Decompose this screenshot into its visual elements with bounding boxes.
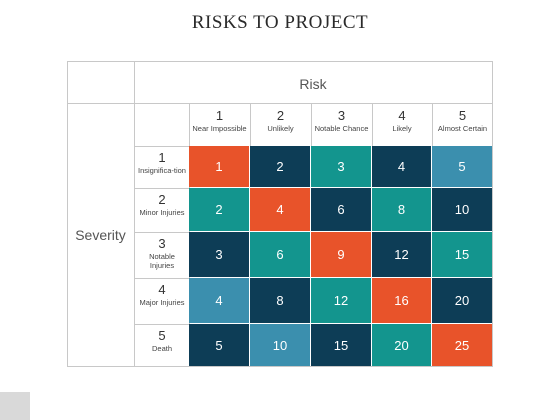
risk-level-number: 2 <box>276 108 285 123</box>
risk-level-number: 3 <box>337 108 346 123</box>
severity-level-text: Insignifica-tion <box>138 166 186 175</box>
severity-level-number: 4 <box>158 282 166 297</box>
risk-cell: 10 <box>432 188 492 231</box>
grid-line <box>372 103 373 147</box>
grid-line <box>492 61 493 367</box>
risk-level-text: Almost Certain <box>437 124 488 133</box>
severity-level-text: Notable Injuries <box>149 252 175 270</box>
severity-level-header: 5 Death <box>136 328 188 354</box>
risk-cell: 15 <box>432 232 492 277</box>
risk-level-text: Notable Chance <box>314 124 369 133</box>
risk-level-number: 1 <box>215 108 224 123</box>
grid-line <box>67 103 493 104</box>
grid-line <box>134 232 190 233</box>
grid-line <box>134 324 190 325</box>
slide-corner-tab <box>0 392 30 420</box>
risk-level-header: 5 Almost Certain <box>434 108 491 134</box>
page-title: RISKS TO PROJECT <box>191 12 369 33</box>
risk-cell: 8 <box>250 278 310 323</box>
risk-cell: 8 <box>372 188 431 231</box>
risk-cell: 20 <box>432 278 492 323</box>
risk-cell: 15 <box>311 324 371 366</box>
grid-line <box>134 188 190 189</box>
grid-line <box>67 61 68 367</box>
risk-cell: 9 <box>311 232 371 277</box>
severity-level-number: 2 <box>158 192 166 207</box>
severity-level-number: 1 <box>158 150 166 165</box>
risk-cell: 10 <box>250 324 310 366</box>
risk-cell: 5 <box>189 324 249 366</box>
grid-line <box>67 61 493 62</box>
risk-cell: 4 <box>189 278 249 323</box>
risk-cell: 4 <box>372 146 431 187</box>
severity-level-text: Death <box>151 344 172 353</box>
risk-level-number: 4 <box>398 108 406 123</box>
risk-cell: 3 <box>189 232 249 277</box>
risk-level-text: Unlikely <box>267 124 294 133</box>
severity-level-number: 5 <box>158 328 166 343</box>
grid-line <box>250 103 251 147</box>
risk-axis-label: Risk <box>299 76 327 92</box>
risk-level-header: 1 Near Impossible <box>191 108 248 134</box>
risk-cell: 2 <box>250 146 310 187</box>
grid-line <box>134 146 190 147</box>
risk-cell: 12 <box>311 278 371 323</box>
grid-line <box>311 103 312 147</box>
risk-cell: 25 <box>432 324 492 366</box>
risk-level-text: Near Impossible <box>192 124 247 133</box>
risk-cell: 20 <box>372 324 431 366</box>
risk-cell: 6 <box>311 188 371 231</box>
grid-line <box>134 61 135 367</box>
severity-level-text: Minor Injuries <box>139 208 185 217</box>
risk-cell: 2 <box>189 188 249 231</box>
severity-axis-label: Severity <box>75 227 126 243</box>
risk-level-text: Likely <box>392 124 412 133</box>
risk-cell: 12 <box>372 232 431 277</box>
risk-cell: 16 <box>372 278 431 323</box>
risk-level-header: 3 Notable Chance <box>313 108 370 134</box>
risk-cell: 1 <box>189 146 249 187</box>
risk-cell: 5 <box>432 146 492 187</box>
severity-level-header: 3 Notable Injuries <box>136 236 188 271</box>
grid-line <box>67 366 493 367</box>
grid-line <box>134 278 190 279</box>
grid-line <box>432 103 433 147</box>
risk-level-number: 5 <box>458 108 467 123</box>
risk-level-header: 2 Unlikely <box>252 108 309 134</box>
severity-level-header: 4 Major Injuries <box>136 282 188 308</box>
severity-level-header: 1 Insignifica-tion <box>136 150 188 176</box>
severity-level-text: Major Injuries <box>139 298 185 307</box>
risk-cell: 3 <box>311 146 371 187</box>
risk-level-header: 4 Likely <box>374 108 430 134</box>
risk-cell: 6 <box>250 232 310 277</box>
severity-level-number: 3 <box>158 236 166 251</box>
risk-cell: 4 <box>250 188 310 231</box>
severity-level-header: 2 Minor Injuries <box>136 192 188 218</box>
